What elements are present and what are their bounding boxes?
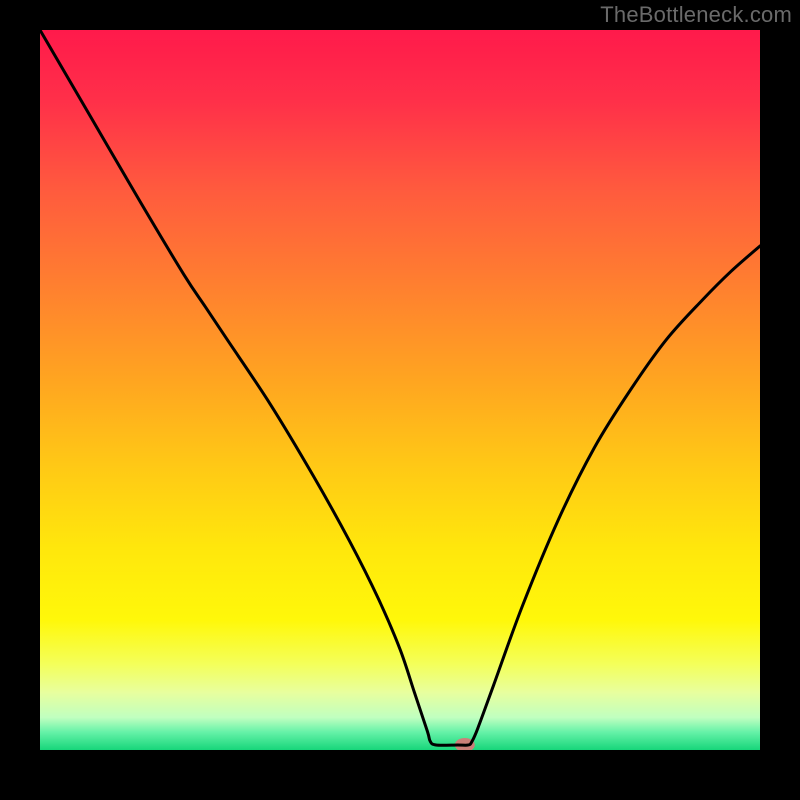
watermark-label: TheBottleneck.com (600, 2, 792, 28)
bottleneck-chart (0, 0, 800, 800)
chart-gradient-background (40, 30, 760, 750)
